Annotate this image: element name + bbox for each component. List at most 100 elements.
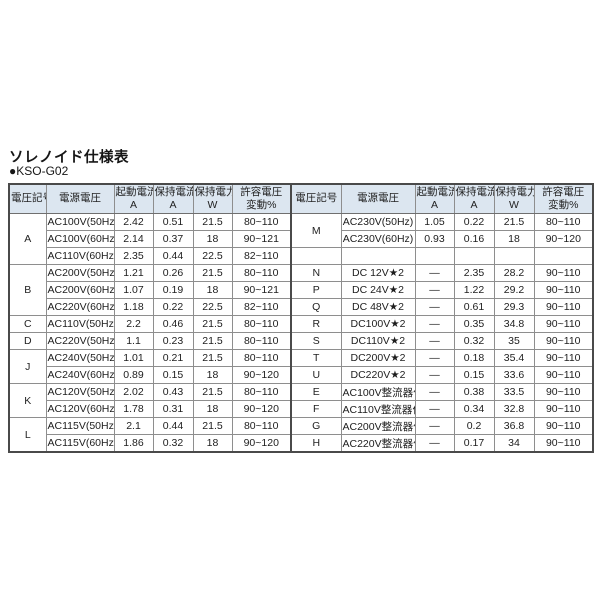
cell-voltage: AC100V(50Hz): [45, 213, 115, 231]
cell-inrush-current: —: [414, 383, 455, 401]
cell-voltage: AC240V(50Hz): [45, 349, 115, 367]
cell-holding-power: 22.5: [192, 298, 233, 316]
cell-voltage: DC200V★2: [340, 349, 416, 367]
spec-row: AC100V(60Hz) 2.14 0.37 18 90~121 AC230V(60Hz)…: [9, 230, 594, 248]
cell-holding-current: 0.2: [453, 417, 495, 435]
cell-holding-current: 0.23: [152, 332, 194, 350]
cell-holding-power: 18: [192, 366, 233, 384]
cell-symbol: A: [8, 213, 47, 265]
cell-inrush-current: 2.1: [113, 417, 154, 435]
cell-holding-current: 0.22: [152, 298, 194, 316]
cell-voltage: AC240V(60Hz): [45, 366, 115, 384]
cell-voltage-tolerance: 80~110: [231, 264, 292, 282]
cell-voltage-tolerance: 80~110: [231, 417, 292, 435]
cell-holding-power: 21.5: [192, 213, 233, 231]
cell-voltage-tolerance: 80~110: [231, 315, 292, 333]
cell-inrush-current: 2.42: [113, 213, 154, 231]
cell-symbol: F: [290, 400, 342, 418]
cell-holding-current: 0.35: [453, 315, 495, 333]
cell-voltage: [340, 247, 416, 265]
spec-row: B AC200V(50Hz) 1.21 0.26 21.5 80~110 N DC 12V★2…: [8, 264, 594, 316]
cell-holding-power: 36.8: [493, 417, 535, 435]
cell-symbol: C: [8, 315, 47, 333]
cell-holding-current: 0.15: [453, 366, 495, 384]
cell-holding-power: 21.5: [493, 213, 535, 231]
cell-holding-power: 34.8: [493, 315, 535, 333]
cell-voltage-tolerance: 90~120: [231, 366, 292, 384]
spec-row: A AC100V(50Hz) 2.42 0.51 21.5 80~110 M AC230V(5…: [8, 213, 594, 265]
cell-holding-current: 0.22: [453, 213, 495, 231]
solenoid-spec-table: 電圧記号電源電圧起動電流A保持電流A保持電力W許容電圧変動%電圧記号電源電圧起動…: [8, 183, 594, 453]
cell-symbol: N: [290, 264, 342, 282]
cell-inrush-current: 1.18: [113, 298, 154, 316]
cell-holding-power: 29.2: [493, 281, 535, 299]
spec-row: AC220V(60Hz) 1.18 0.22 22.5 82~110 Q DC 48V★2—…: [9, 298, 594, 316]
cell-inrush-current: —: [414, 400, 455, 418]
cell-holding-current: 2.35: [453, 264, 495, 282]
column-header-symbol: 電圧記号: [290, 183, 342, 214]
cell-inrush-current: 2.02: [113, 383, 154, 401]
column-header-inrush-current: 起動電流A: [414, 183, 455, 214]
cell-holding-power: 18: [192, 400, 233, 418]
cell-voltage: DC 24V★2: [340, 281, 416, 299]
cell-voltage: AC230V(60Hz): [340, 230, 416, 248]
cell-voltage: AC100V整流器付: [340, 383, 416, 401]
cell-holding-current: 0.44: [152, 417, 194, 435]
page-title: ソレノイド仕様表: [9, 150, 129, 166]
cell-voltage-tolerance: 90~110: [533, 264, 594, 282]
cell-holding-current: [453, 247, 495, 265]
cell-voltage-tolerance: 90~110: [533, 417, 594, 435]
cell-holding-power: 21.5: [192, 349, 233, 367]
column-header-voltage-tolerance: 許容電圧 変動%: [231, 183, 292, 214]
spec-row: J AC240V(50Hz) 1.01 0.21 21.5 80~110 T DC200V★2…: [8, 349, 594, 384]
spec-row: L AC115V(50Hz) 2.1 0.44 21.5 80~110 G AC200V整流器…: [8, 417, 594, 453]
cell-voltage: AC200V(60Hz): [45, 281, 115, 299]
cell-holding-power: 35: [493, 332, 535, 350]
cell-inrush-current: 1.07: [113, 281, 154, 299]
cell-voltage: AC200V(50Hz): [45, 264, 115, 282]
cell-voltage-tolerance: 90~121: [231, 281, 292, 299]
cell-inrush-current: —: [414, 315, 455, 333]
cell-holding-current: 0.46: [152, 315, 194, 333]
cell-symbol: [290, 247, 342, 265]
cell-voltage-tolerance: 90~110: [533, 332, 594, 350]
cell-symbol: K: [8, 383, 47, 418]
cell-inrush-current: [414, 247, 455, 265]
cell-symbol: J: [8, 349, 47, 384]
spec-row: AC120V(60Hz) 1.78 0.31 18 90~120 F AC110V整流器付 —…: [9, 400, 594, 418]
column-header-voltage: 電源電圧: [45, 183, 115, 214]
cell-holding-power: 18: [192, 230, 233, 248]
cell-holding-power: 33.5: [493, 383, 535, 401]
model-label: ●KSO-G02: [9, 164, 69, 178]
cell-holding-power: 35.4: [493, 349, 535, 367]
cell-inrush-current: 1.05: [414, 213, 455, 231]
cell-holding-current: 0.32: [453, 332, 495, 350]
cell-inrush-current: —: [414, 298, 455, 316]
spec-table-body: A AC100V(50Hz) 2.42 0.51 21.5 80~110 M AC230V(5…: [8, 213, 594, 453]
cell-voltage: AC120V(60Hz): [45, 400, 115, 418]
cell-holding-power: 18: [493, 230, 535, 248]
cell-voltage-tolerance: 80~110: [231, 332, 292, 350]
spec-row: AC110V(60Hz) 2.35 0.44 22.5 82~110: [9, 247, 594, 265]
cell-voltage-tolerance: 80~110: [231, 213, 292, 231]
cell-voltage-tolerance: 90~110: [533, 400, 594, 418]
cell-holding-power: 21.5: [192, 383, 233, 401]
cell-holding-current: 0.19: [152, 281, 194, 299]
cell-symbol: G: [290, 417, 342, 435]
cell-voltage: DC 48V★2: [340, 298, 416, 316]
cell-voltage: AC120V(50Hz): [45, 383, 115, 401]
cell-voltage: AC220V(50Hz): [45, 332, 115, 350]
cell-voltage: AC220V整流器付: [340, 434, 416, 453]
cell-inrush-current: 2.14: [113, 230, 154, 248]
cell-inrush-current: 1.21: [113, 264, 154, 282]
cell-inrush-current: —: [414, 332, 455, 350]
spec-row: K AC120V(50Hz) 2.02 0.43 21.5 80~110 E AC100V整流…: [8, 383, 594, 418]
cell-voltage-tolerance: 80~110: [231, 383, 292, 401]
cell-holding-current: 0.16: [453, 230, 495, 248]
cell-voltage: AC110V整流器付: [340, 400, 416, 418]
cell-inrush-current: 2.2: [113, 315, 154, 333]
cell-voltage: AC115V(50Hz): [45, 417, 115, 435]
cell-symbol: E: [290, 383, 342, 401]
cell-holding-power: 21.5: [192, 264, 233, 282]
